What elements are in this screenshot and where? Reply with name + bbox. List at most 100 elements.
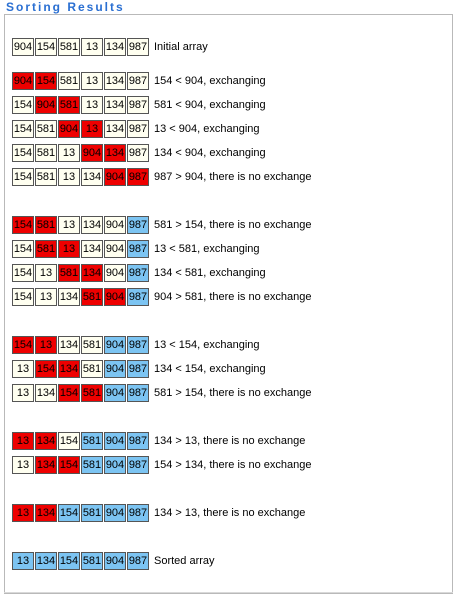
array-cell: 987 [127, 216, 149, 234]
step-message: 987 > 904, there is no exchange [154, 171, 312, 183]
array-cell: 581 [81, 456, 103, 474]
array-cells: 154 581 13 134 904 987 [12, 240, 150, 258]
step-message: 581 < 904, exchanging [154, 99, 266, 111]
array-cell: 987 [127, 96, 149, 114]
array-cell: 134 [35, 504, 57, 522]
array-cell: 134 [104, 144, 126, 162]
array-cell: 987 [127, 384, 149, 402]
array-cell: 154 [12, 336, 34, 354]
array-cell: 13 [12, 504, 34, 522]
sort-step-row: 13 134 154 581 904 987 Sorted array [12, 551, 215, 571]
array-cells: 154 904 581 13 134 987 [12, 96, 150, 114]
sort-step-row: 13 154 134 581 904 987 134 < 154, exchanging [12, 359, 266, 379]
array-cell: 154 [12, 264, 34, 282]
sort-step-row: 154 581 13 134 904 987 13 < 581, exchanging [12, 239, 260, 259]
array-cell: 581 [81, 288, 103, 306]
array-cell: 13 [12, 456, 34, 474]
array-cell: 581 [81, 504, 103, 522]
array-cell: 904 [81, 144, 103, 162]
array-cell: 134 [81, 168, 103, 186]
array-cells: 13 154 134 581 904 987 [12, 360, 150, 378]
window-title: Sorting Results [6, 0, 125, 14]
array-cell: 13 [58, 168, 80, 186]
array-cell: 987 [127, 432, 149, 450]
array-cell: 154 [12, 168, 34, 186]
step-message: 134 > 13, there is no exchange [154, 435, 306, 447]
array-cell: 904 [104, 504, 126, 522]
array-cells: 13 134 154 581 904 987 [12, 432, 150, 450]
array-cell: 13 [58, 216, 80, 234]
array-cell: 987 [127, 144, 149, 162]
array-cell: 13 [58, 144, 80, 162]
array-cell: 13 [35, 288, 57, 306]
array-cell: 581 [81, 360, 103, 378]
array-cell: 154 [12, 288, 34, 306]
step-message: 581 > 154, there is no exchange [154, 219, 312, 231]
array-cell: 581 [35, 168, 57, 186]
array-cell: 581 [81, 384, 103, 402]
array-cell: 987 [127, 240, 149, 258]
array-cell: 13 [58, 240, 80, 258]
array-cell: 987 [127, 72, 149, 90]
array-cells: 904 154 581 13 134 987 [12, 38, 150, 56]
array-cell: 154 [58, 384, 80, 402]
array-cell: 134 [35, 432, 57, 450]
step-message: Sorted array [154, 555, 215, 567]
array-cells: 154 581 13 134 904 987 [12, 168, 150, 186]
array-cell: 154 [58, 456, 80, 474]
array-cell: 154 [58, 504, 80, 522]
sort-step-row: 154 581 13 904 134 987 134 < 904, exchanging [12, 143, 266, 163]
step-message: 13 < 904, exchanging [154, 123, 260, 135]
array-cell: 987 [127, 38, 149, 56]
array-cell: 904 [12, 72, 34, 90]
array-cell: 13 [81, 38, 103, 56]
array-cell: 581 [81, 432, 103, 450]
array-cell: 581 [58, 72, 80, 90]
array-cell: 904 [58, 120, 80, 138]
array-cell: 904 [104, 360, 126, 378]
array-cell: 154 [58, 552, 80, 570]
step-message: 13 < 154, exchanging [154, 339, 260, 351]
array-cell: 13 [35, 264, 57, 282]
array-cell: 134 [35, 384, 57, 402]
array-cell: 987 [127, 168, 149, 186]
array-cells: 13 134 154 581 904 987 [12, 456, 150, 474]
array-cell: 13 [12, 360, 34, 378]
sort-step-row: 13 134 154 581 904 987 154 > 134, there is no … [12, 455, 311, 475]
array-cell: 904 [104, 432, 126, 450]
array-cell: 987 [127, 336, 149, 354]
array-cells: 13 134 154 581 904 987 [12, 552, 150, 570]
array-cell: 13 [81, 72, 103, 90]
array-cell: 134 [104, 38, 126, 56]
step-message: 13 < 581, exchanging [154, 243, 260, 255]
array-cell: 134 [58, 288, 80, 306]
array-cell: 987 [127, 288, 149, 306]
sort-step-row: 13 134 154 581 904 987 134 > 13, there is no e… [12, 431, 305, 451]
array-cell: 904 [104, 216, 126, 234]
array-cell: 581 [58, 96, 80, 114]
array-cell: 154 [35, 38, 57, 56]
array-cell: 581 [35, 240, 57, 258]
array-cell: 904 [104, 264, 126, 282]
array-cell: 13 [12, 432, 34, 450]
array-cell: 987 [127, 120, 149, 138]
sort-step-row: 154 581 904 13 134 987 13 < 904, exchanging [12, 119, 260, 139]
array-cell: 134 [58, 360, 80, 378]
sort-step-row: 904 154 581 13 134 987 154 < 904, exchanging [12, 71, 266, 91]
array-cell: 987 [127, 264, 149, 282]
array-cell: 581 [35, 144, 57, 162]
array-cell: 13 [81, 120, 103, 138]
sort-step-row: 13 134 154 581 904 987 581 > 154, there is no … [12, 383, 311, 403]
sort-step-row: 904 154 581 13 134 987 Initial array [12, 37, 208, 57]
step-message: 154 > 134, there is no exchange [154, 459, 312, 471]
sort-step-row: 154 13 134 581 904 987 904 > 581, there is no … [12, 287, 311, 307]
array-cell: 581 [81, 336, 103, 354]
array-cell: 134 [81, 216, 103, 234]
array-cell: 154 [12, 96, 34, 114]
array-cell: 154 [12, 216, 34, 234]
array-cell: 13 [12, 384, 34, 402]
step-message: 134 < 154, exchanging [154, 363, 266, 375]
array-cell: 134 [104, 120, 126, 138]
array-cell: 904 [104, 336, 126, 354]
step-message: 134 < 904, exchanging [154, 147, 266, 159]
